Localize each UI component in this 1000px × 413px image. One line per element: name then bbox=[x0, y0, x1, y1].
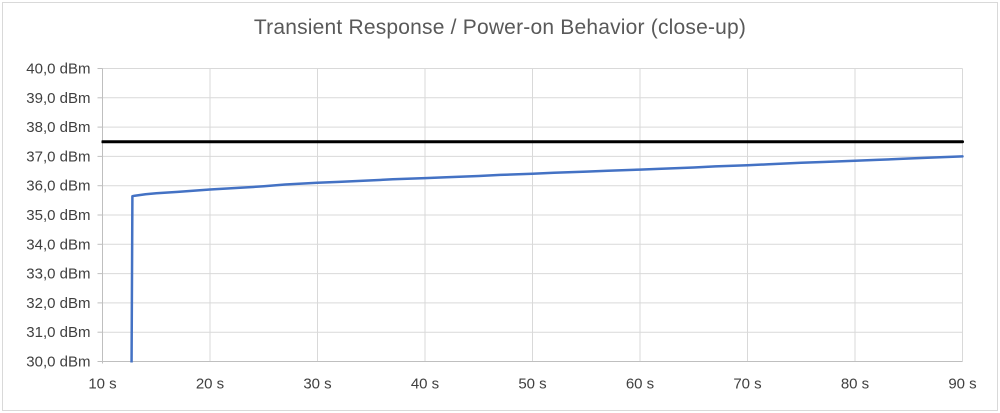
y-axis-label: 35,0 dBm bbox=[26, 207, 90, 224]
y-axis-label: 39,0 dBm bbox=[26, 90, 90, 107]
x-axis-label: 70 s bbox=[733, 376, 761, 393]
y-axis-label: 38,0 dBm bbox=[26, 119, 90, 136]
y-axis-label: 37,0 dBm bbox=[26, 148, 90, 165]
y-axis-label: 36,0 dBm bbox=[26, 178, 90, 195]
x-axis-label: 10 s bbox=[88, 376, 116, 393]
y-axis-label: 40,0 dBm bbox=[26, 61, 90, 78]
y-axis-label: 32,0 dBm bbox=[26, 295, 90, 312]
x-axis-label: 60 s bbox=[626, 376, 654, 393]
chart-title: Transient Response / Power-on Behavior (… bbox=[253, 16, 747, 39]
y-axis-label: 30,0 dBm bbox=[26, 354, 90, 371]
x-axis-label: 90 s bbox=[948, 376, 976, 393]
x-axis-label: 20 s bbox=[196, 376, 224, 393]
y-axis-label: 31,0 dBm bbox=[26, 324, 90, 341]
x-axis-label: 40 s bbox=[411, 376, 439, 393]
x-axis-label: 80 s bbox=[841, 376, 869, 393]
y-axis-label: 34,0 dBm bbox=[26, 236, 90, 253]
series-output-power bbox=[130, 155, 964, 363]
x-axis-label: 50 s bbox=[518, 376, 546, 393]
x-axis-label: 30 s bbox=[303, 376, 331, 393]
plot-area: 40,0 dBm 39,0 dBm 38,0 dBm 37,0 dBm 36,0 dBm… bbox=[26, 61, 976, 393]
y-axis-label: 33,0 dBm bbox=[26, 266, 90, 283]
